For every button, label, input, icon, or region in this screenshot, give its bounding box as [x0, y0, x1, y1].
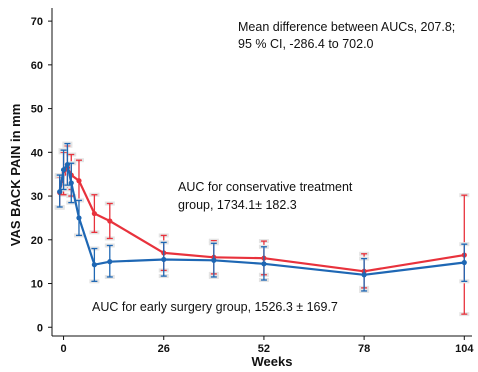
series-1	[54, 143, 470, 317]
series-2	[54, 141, 470, 293]
data-point	[76, 215, 82, 221]
data-point	[461, 259, 467, 266]
y-axis-title: VAS BACK PAIN in mm	[8, 104, 23, 247]
data-point	[161, 256, 167, 263]
series-layer	[54, 141, 470, 317]
x-tick-label: 78	[358, 343, 370, 355]
x-tick-label: 26	[158, 343, 170, 355]
annotation-mean-difference-line2: 95 % CI, -286.4 to 702.0	[238, 37, 374, 51]
y-tick-label: 30	[31, 191, 43, 203]
data-point	[60, 167, 67, 173]
annotation-mean-difference-line1: Mean difference between AUCs, 207.8;	[238, 20, 455, 34]
x-tick-label: 52	[258, 343, 270, 355]
data-point	[64, 161, 71, 168]
y-tick-label: 0	[37, 322, 43, 334]
y-tick-label: 70	[31, 16, 43, 28]
annotation-conservative-line1: AUC for conservative treatment	[178, 180, 353, 194]
x-tick-label: 0	[60, 343, 66, 355]
data-point	[107, 259, 113, 265]
data-point	[107, 218, 113, 224]
x-axis-title: Weeks	[252, 354, 293, 369]
axes	[51, 8, 472, 337]
data-point	[211, 257, 217, 263]
data-point	[91, 210, 97, 217]
ticks: 0 10 20 30 40 50 60 70 0 26 52 78 104	[31, 16, 475, 355]
data-point	[361, 272, 367, 278]
data-point	[91, 262, 97, 268]
x-tick-label: 104	[455, 343, 474, 355]
data-point	[57, 189, 63, 195]
annotation-surgery: AUC for early surgery group, 1526.3 ± 16…	[92, 300, 338, 314]
y-tick-label: 20	[31, 235, 43, 247]
y-tick-label: 40	[31, 147, 43, 159]
data-point	[76, 178, 82, 184]
y-tick-label: 50	[31, 104, 43, 116]
data-point	[261, 261, 267, 267]
y-tick-label: 60	[31, 60, 43, 72]
y-tick-label: 10	[31, 279, 43, 291]
annotation-conservative-line2: group, 1734.1± 182.3	[178, 198, 297, 212]
data-point	[68, 180, 74, 186]
